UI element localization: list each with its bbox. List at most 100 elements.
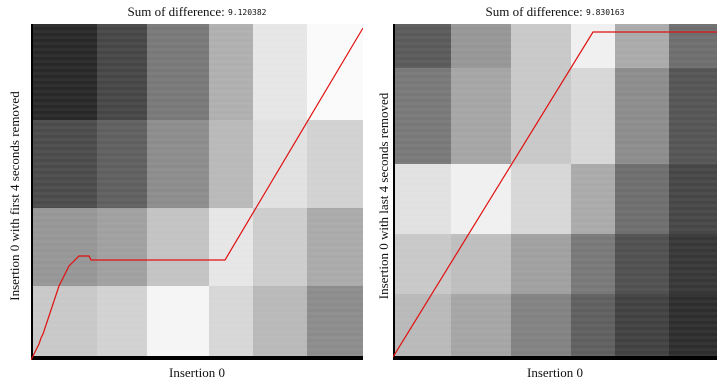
- left-texture-band: [31, 216, 363, 219]
- right-matrix-cell: [615, 68, 669, 164]
- left-texture-band: [31, 348, 363, 351]
- right-texture-band: [393, 318, 717, 321]
- left-texture-band: [31, 30, 363, 33]
- right-matrix-cell: [451, 68, 511, 164]
- left-matrix-cell: [147, 24, 209, 120]
- right-matrix-cell: [615, 234, 669, 294]
- left-texture-band: [31, 210, 363, 213]
- right-texture-band: [393, 204, 717, 207]
- left-similarity-matrix: [31, 24, 363, 360]
- right-texture-band: [393, 162, 717, 165]
- left-matrix-cell: [31, 120, 97, 208]
- right-texture-band: [393, 264, 717, 267]
- right-matrix-cell: [451, 294, 511, 360]
- left-texture-band: [31, 336, 363, 339]
- left-texture-band: [31, 330, 363, 333]
- right-texture-band: [393, 276, 717, 279]
- right-matrix-cell: [451, 234, 511, 294]
- right-texture-band: [393, 36, 717, 39]
- right-matrix-cell: [511, 294, 571, 360]
- left-texture-band: [31, 342, 363, 345]
- left-y-axis-label: Insertion 0 with first 4 seconds removed: [7, 91, 22, 301]
- right-matrix-cell: [393, 234, 451, 294]
- left-matrix-cell: [147, 286, 209, 360]
- right-texture-band: [393, 312, 717, 315]
- left-texture-band: [31, 156, 363, 159]
- right-texture-band: [393, 42, 717, 45]
- left-texture-band: [31, 252, 363, 255]
- right-texture-band: [393, 78, 717, 81]
- left-texture-band: [31, 60, 363, 63]
- right-texture-band: [393, 228, 717, 231]
- left-texture-band: [31, 162, 363, 165]
- left-texture-band: [31, 312, 363, 315]
- left-texture-band: [31, 246, 363, 249]
- left-texture-band: [31, 168, 363, 171]
- left-texture-band: [31, 126, 363, 129]
- right-texture-band: [393, 288, 717, 291]
- right-texture-band: [393, 24, 717, 27]
- right-texture-band: [393, 354, 717, 357]
- right-texture-band: [393, 300, 717, 303]
- left-matrix-cell: [209, 24, 253, 120]
- right-texture-band: [393, 180, 717, 183]
- right-matrix-cell: [393, 24, 451, 68]
- left-x-axis-label: Insertion 0: [169, 365, 225, 380]
- right-texture-band: [393, 294, 717, 297]
- left-matrix-cell: [307, 208, 363, 286]
- right-texture-band: [393, 234, 717, 237]
- right-matrix-cell: [669, 24, 717, 68]
- right-texture-band: [393, 84, 717, 87]
- left-texture-band: [31, 36, 363, 39]
- right-matrix-cell: [393, 68, 451, 164]
- right-texture-band: [393, 108, 717, 111]
- left-matrix-cell: [307, 286, 363, 360]
- right-texture-band: [393, 210, 717, 213]
- right-texture-band: [393, 90, 717, 93]
- right-texture-band: [393, 120, 717, 123]
- right-matrix-cell: [511, 164, 571, 234]
- right-texture-band: [393, 156, 717, 159]
- left-matrix-cell: [307, 120, 363, 208]
- left-texture-band: [31, 222, 363, 225]
- right-texture-band: [393, 144, 717, 147]
- left-texture-band: [31, 228, 363, 231]
- right-matrix-cell: [669, 234, 717, 294]
- right-matrix-cell: [571, 234, 615, 294]
- right-matrix-cell: [511, 234, 571, 294]
- right-texture-band: [393, 342, 717, 345]
- left-texture-band: [31, 318, 363, 321]
- right-alignment-path: [393, 31, 717, 358]
- right-texture-band: [393, 186, 717, 189]
- right-texture-band: [393, 60, 717, 63]
- left-texture-band: [31, 102, 363, 105]
- left-texture-band: [31, 54, 363, 57]
- left-texture-band: [31, 150, 363, 153]
- right-matrix-cell: [669, 164, 717, 234]
- right-matrix-cell: [615, 164, 669, 234]
- left-texture-band: [31, 198, 363, 201]
- left-texture-band: [31, 354, 363, 357]
- right-texture-band: [393, 270, 717, 273]
- left-texture-band: [31, 132, 363, 135]
- right-texture-band: [393, 30, 717, 33]
- left-matrix-cell: [147, 208, 209, 286]
- left-texture-band: [31, 288, 363, 291]
- right-matrix-cell: [571, 24, 615, 68]
- left-texture-band: [31, 300, 363, 303]
- left-texture-band: [31, 180, 363, 183]
- right-texture-band: [393, 66, 717, 69]
- left-texture-band: [31, 72, 363, 75]
- left-texture-band: [31, 282, 363, 285]
- left-matrix-cell: [31, 286, 97, 360]
- right-matrix-cell: [451, 164, 511, 234]
- right-texture-band: [393, 126, 717, 129]
- right-texture-band: [393, 348, 717, 351]
- right-texture-band: [393, 258, 717, 261]
- left-texture-band: [31, 66, 363, 69]
- right-matrix-cell: [571, 68, 615, 164]
- right-texture-band: [393, 168, 717, 171]
- left-texture-band: [31, 324, 363, 327]
- left-matrix-cell: [97, 24, 147, 120]
- right-title-value: 9.830163: [585, 8, 625, 17]
